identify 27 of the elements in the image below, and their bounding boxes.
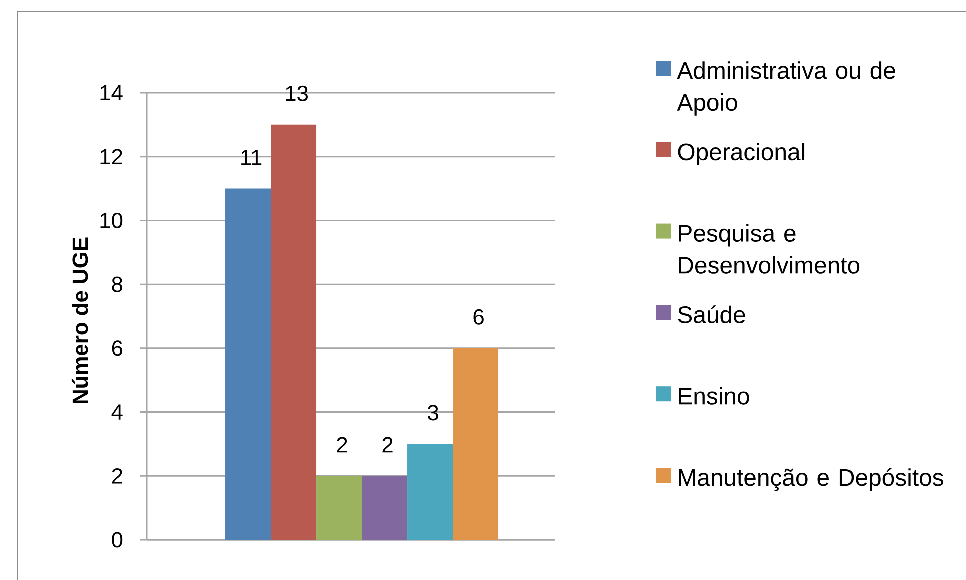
legend-label: Manutenção e Depósitos [679,468,944,492]
y-tick-label: 4 [112,404,123,420]
legend-label: Administrativa ou de Apoio [677,62,896,116]
y-tick-label: 10 [100,212,123,228]
data-label: 2 [382,437,393,453]
data-label: 11 [242,150,262,166]
legend-label: Operacional [678,143,805,166]
y-tick-label: 2 [112,468,122,484]
data-label: 6 [474,309,484,325]
y-tick-label: 6 [112,340,123,356]
data-label: 2 [337,437,348,453]
legend-label: Saúde [678,306,746,324]
bar [408,444,454,540]
y-tick-label: 14 [100,85,123,101]
bar [316,476,362,540]
data-label: 13 [286,86,308,102]
y-axis-title: Número de UGE [72,238,88,404]
bar [271,124,317,540]
y-tick-label: 12 [100,149,122,165]
y-tick-label: 8 [112,276,123,292]
bar [453,348,499,540]
bar [362,476,408,540]
legend-label: Pesquisa e Desenvolvimento [679,224,860,274]
y-tick-label: 0 [112,532,123,548]
bar [226,188,272,540]
legend-label: Ensino [679,387,750,405]
data-label: 3 [428,405,438,421]
